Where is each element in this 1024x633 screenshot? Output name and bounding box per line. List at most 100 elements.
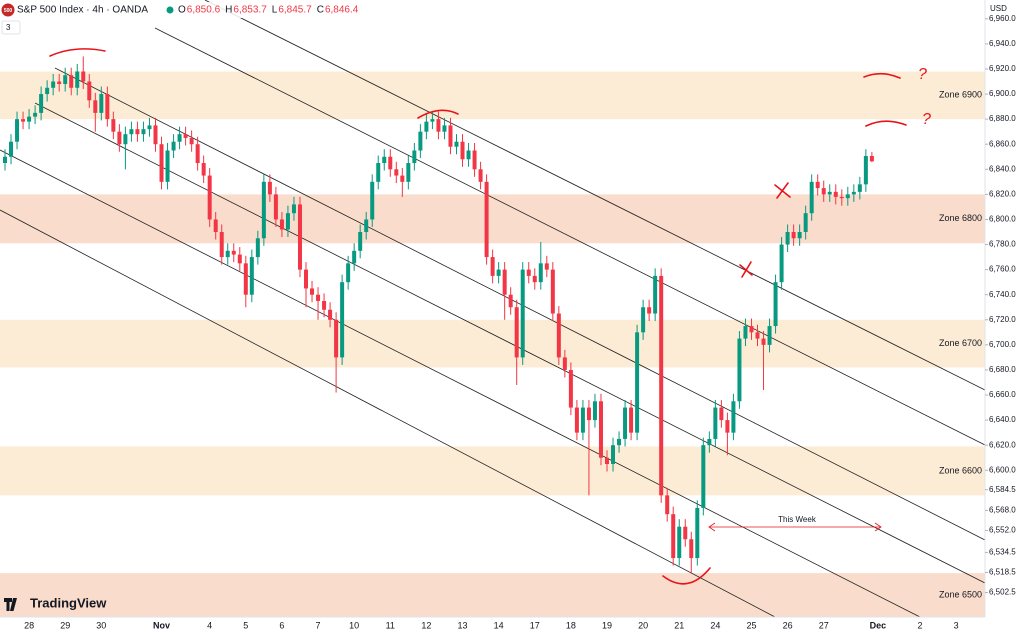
- hand-drawn-marks: ? ?: [49, 48, 931, 585]
- candle-body: [400, 175, 405, 182]
- candle-body: [159, 144, 164, 182]
- candle-body: [328, 309, 333, 320]
- candle-body: [201, 163, 206, 176]
- candle-body: [773, 282, 778, 327]
- candle-body: [556, 313, 561, 358]
- candle-body: [785, 232, 790, 245]
- x-tick-label: 27: [819, 620, 829, 630]
- candle-body: [237, 254, 242, 264]
- y-tick-label: 6,552.0: [989, 526, 1016, 535]
- candle-body: [821, 188, 826, 195]
- candle-body: [291, 204, 296, 214]
- candle-body: [460, 141, 465, 160]
- candle-body: [520, 269, 525, 358]
- question-mark: ?: [922, 111, 931, 128]
- x-tick-label: 3: [954, 620, 959, 630]
- candle-body: [322, 300, 327, 310]
- arc-mark: [417, 109, 459, 119]
- candle-body: [605, 457, 609, 465]
- candle-body: [550, 269, 555, 314]
- candle-body: [63, 75, 68, 85]
- x-tick-label: 29: [60, 620, 70, 630]
- x-tick-label: 5: [243, 620, 248, 630]
- x-tick-label: 13: [458, 620, 468, 630]
- candle-body: [129, 129, 134, 135]
- candle-body: [376, 163, 381, 182]
- candle-body: [3, 156, 7, 164]
- candle-body: [490, 257, 495, 276]
- y-tick-label: 6,960.0: [989, 14, 1016, 23]
- x-tick-label: 30: [96, 620, 106, 630]
- candle-body: [364, 219, 369, 233]
- symbol-title: S&P 500 Index · 4h · OANDA: [17, 5, 148, 16]
- zone-label: Zone 6600: [939, 465, 982, 475]
- x-mark: [739, 261, 753, 278]
- candle-body: [761, 338, 766, 345]
- x-tick-label: 4: [207, 620, 212, 630]
- candle-body: [267, 181, 272, 195]
- ohlc-value: 6,846.4: [325, 5, 359, 16]
- x-tick-label: 24: [710, 620, 720, 630]
- indicator-toggle[interactable]: [1, 20, 21, 35]
- ohlc-value: 6,850.6: [187, 5, 221, 16]
- ohlc-value: 6,853.7: [233, 5, 267, 16]
- y-tick-label: 6,640.0: [989, 415, 1016, 424]
- channel-line: [0, 209, 776, 618]
- x-tick-label: 28: [24, 620, 34, 630]
- x-tick-label: 10: [349, 620, 359, 630]
- indicator-count[interactable]: 3: [6, 23, 11, 32]
- ohlc-readout: O 6,850.6 H 6,853.7 L 6,845.7 C 6,846.4: [178, 5, 359, 16]
- candle-body: [683, 526, 688, 540]
- candle-body: [532, 275, 537, 283]
- question-mark: ?: [918, 66, 927, 83]
- candle-body: [755, 332, 760, 339]
- arc-mark: [863, 72, 901, 79]
- candle-body: [153, 125, 158, 145]
- candle-body: [15, 119, 20, 142]
- candle-body: [219, 232, 224, 258]
- candle-body: [39, 94, 44, 113]
- candle-body: [863, 156, 868, 185]
- x-tick-label: Dec: [870, 620, 887, 630]
- candle-body: [701, 445, 706, 508]
- symbol-badge: 500: [4, 8, 13, 14]
- candle-body: [382, 156, 387, 164]
- ohlc-key: L: [272, 5, 278, 16]
- candle-body: [562, 357, 567, 370]
- x-tick-label: 25: [746, 620, 756, 630]
- candle-body: [394, 169, 399, 176]
- candle-body: [231, 250, 236, 255]
- candle-body: [69, 75, 74, 88]
- candle-body: [617, 438, 622, 446]
- y-tick-label: 6,800.0: [989, 215, 1016, 224]
- zone-band: [0, 319, 985, 368]
- time-axis: [0, 617, 985, 633]
- y-tick-label: 6,600.0: [989, 465, 1016, 474]
- y-tick-label: 6,760.0: [989, 265, 1016, 274]
- candle-body: [574, 407, 579, 433]
- candle-body: [538, 263, 543, 283]
- candle-body: [496, 269, 501, 276]
- candle-body: [442, 125, 447, 132]
- candle-body: [743, 326, 748, 339]
- x-tick-label: 19: [602, 620, 612, 630]
- candle-body: [454, 141, 459, 147]
- candle-body: [105, 94, 110, 120]
- ohlc-value: 6,845.7: [278, 5, 312, 16]
- y-tick-label: 6,518.5: [989, 568, 1016, 577]
- candle-body: [803, 213, 808, 233]
- candle-body: [334, 319, 339, 358]
- candle-body: [791, 232, 796, 239]
- candle-body: [592, 401, 597, 421]
- candle-body: [27, 116, 32, 122]
- candle-body: [719, 407, 724, 421]
- candle-body: [472, 150, 477, 170]
- x-tick-label: 12: [421, 620, 431, 630]
- candle-body: [779, 244, 784, 283]
- candle-body: [869, 156, 874, 162]
- candle-body: [207, 175, 212, 220]
- candle-body: [526, 269, 531, 276]
- candle-body: [285, 213, 290, 230]
- channel-line: [204, 0, 986, 391]
